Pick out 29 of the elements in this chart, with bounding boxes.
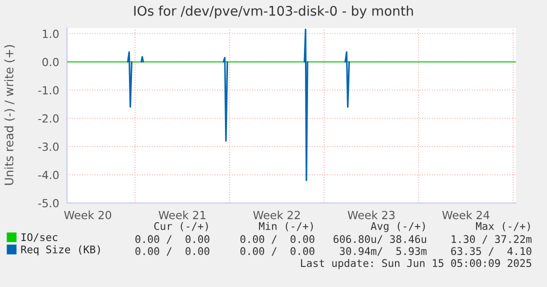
text: Last update: Sun Jun 15 05:00:09 2025	[301, 258, 532, 270]
x-tick-label: Week 22	[253, 210, 300, 220]
y-tick-label: -1.0	[38, 86, 59, 94]
text: 30.94m/ 5.93m	[340, 247, 427, 256]
y-axis-title: Units read (-) / write (+)	[4, 45, 15, 185]
legend-label: Req Size (KB)	[21, 245, 100, 256]
text: Min (-/+)	[258, 222, 313, 232]
y-tick-label: -3.0	[38, 142, 59, 151]
text: Avg (-/+)	[370, 222, 425, 232]
y-tick-label: -4.0	[38, 170, 59, 180]
text: 0.00 / 0.00	[135, 235, 210, 244]
text: 0.00 / 0.00	[135, 247, 210, 256]
y-tick-label: 1.0	[42, 30, 59, 38]
y-tick-label: -5.0	[38, 198, 59, 208]
x-tick-label: Week 21	[158, 210, 206, 220]
text: 63.35 / 4.10	[451, 247, 532, 256]
y-tick-label: 0.0	[42, 58, 59, 66]
y-tick-label: -2.0	[38, 114, 59, 123]
x-tick-label: Week 20	[64, 210, 112, 220]
text: 1.30 / 37.22m	[452, 235, 532, 244]
text: 606.80u/ 38.46u	[334, 235, 426, 244]
legend-label: IO/sec	[22, 233, 58, 242]
chart-title: IOs for /dev/pve/vm-103-disk-0 - by month	[134, 6, 413, 18]
x-tick-label: Week 23	[348, 210, 395, 220]
text: Max (-/+)	[476, 222, 530, 232]
x-tick-label: Week 24	[442, 210, 490, 220]
text: 0.00 / 0.00	[240, 247, 314, 256]
text: Cur (-/+)	[154, 222, 208, 232]
text: 0.00 / 0.00	[240, 235, 314, 244]
